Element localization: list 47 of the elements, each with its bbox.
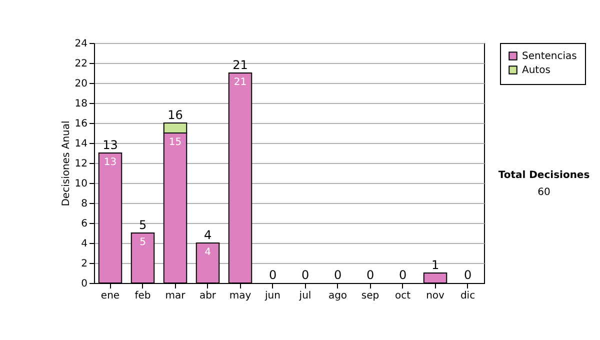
total-label: 0 (334, 268, 342, 282)
total-label: 0 (398, 268, 407, 282)
total-label: 0 (268, 268, 277, 282)
y-tick-label: 24 (74, 38, 88, 50)
data-label: 15 (168, 137, 182, 148)
y-tick-label: 4 (81, 238, 88, 250)
x-tick-label: jul (298, 290, 312, 302)
x-tick-label: nov (426, 290, 445, 302)
total-label: 16 (168, 108, 183, 122)
total-label: 1 (431, 258, 440, 272)
x-tick-label: oct (394, 290, 411, 302)
y-tick-label: 16 (74, 118, 88, 130)
x-tick-label: sep (361, 290, 380, 302)
y-tick-label: 22 (74, 58, 88, 70)
y-tick-label: 12 (74, 158, 88, 170)
x-tick-label: ene (100, 290, 120, 302)
y-tick-label: 6 (81, 218, 88, 230)
data-label: 5 (140, 237, 146, 248)
x-tick-label: may (229, 290, 252, 302)
y-tick-label: 20 (74, 78, 88, 90)
total-label: 13 (102, 138, 118, 152)
y-tick-label: 10 (74, 178, 88, 190)
total-label: 21 (232, 58, 248, 72)
total-label: 4 (204, 228, 212, 242)
x-tick-label: dic (460, 290, 476, 302)
x-tick-label: abr (199, 290, 217, 302)
total-label: 0 (366, 268, 374, 282)
total-label: 0 (464, 268, 472, 282)
data-label: 13 (104, 157, 117, 168)
legend-label: Autos (522, 65, 550, 76)
x-tick-label: feb (134, 290, 151, 302)
x-tick-label: ago (328, 290, 348, 302)
text: Total Decisiones (497, 170, 591, 181)
x-tick-label: mar (165, 290, 186, 302)
data-label: 4 (204, 247, 211, 258)
y-tick-label: 2 (81, 258, 88, 270)
text: 60 (536, 187, 552, 198)
y-tick-label: 0 (81, 278, 88, 290)
total-label: 5 (138, 218, 147, 232)
legend-label: Sentencias (522, 51, 577, 62)
y-tick-label: 18 (74, 98, 88, 110)
y-axis-title: Decisiones Anual (60, 120, 72, 206)
y-tick-label: 14 (74, 138, 88, 150)
data-label: 21 (234, 77, 247, 88)
total-label: 0 (301, 268, 310, 282)
y-tick-label: 8 (81, 198, 88, 210)
x-tick-label: jun (264, 290, 280, 302)
